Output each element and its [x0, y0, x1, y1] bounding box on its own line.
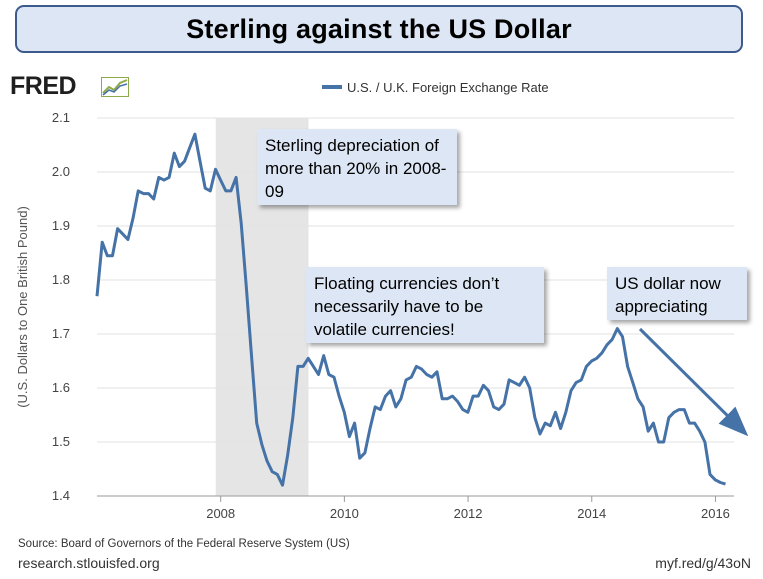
x-tick-label: 2016 — [701, 506, 730, 521]
legend: U.S. / U.K. Foreign Exchange Rate — [322, 80, 549, 95]
source-note: Source: Board of Governors of the Federa… — [18, 538, 350, 550]
title-banner: Sterling against the US Dollar — [15, 5, 743, 53]
x-tick-label: 2012 — [454, 506, 483, 521]
x-tick-label: 2008 — [206, 506, 235, 521]
y-tick-label: 1.7 — [52, 326, 70, 341]
y-tick-label: 1.5 — [52, 434, 70, 449]
x-axis-ticks: 2008 2010 2012 2014 2016 — [206, 496, 730, 521]
appreciating-callout: US dollar now appreciating — [607, 267, 747, 320]
y-tick-label: 2.1 — [52, 110, 70, 125]
fred-logo: FRED — [10, 72, 77, 100]
y-tick-label: 1.6 — [52, 380, 70, 395]
series-line — [95, 132, 726, 487]
x-tick-label: 2014 — [577, 506, 606, 521]
depreciation-callout: Sterling depreciation of more than 20% i… — [257, 129, 457, 205]
legend-label: U.S. / U.K. Foreign Exchange Rate — [347, 80, 549, 95]
x-tick-label: 2010 — [330, 506, 359, 521]
short-link[interactable]: myf.red/g/43oN — [655, 555, 751, 571]
y-axis-ticks: 1.4 1.5 1.6 1.7 1.8 1.9 2.0 2.1 — [52, 110, 70, 503]
appreciation-arrow — [638, 327, 749, 437]
trend-line-icon — [101, 77, 129, 97]
floating-callout: Floating currencies don’t necessarily ha… — [306, 267, 544, 343]
page-title: Sterling against the US Dollar — [186, 13, 572, 44]
y-axis-label: (U.S. Dollars to One British Pound) — [15, 206, 30, 408]
y-tick-label: 1.8 — [52, 272, 70, 287]
y-tick-label: 1.4 — [52, 488, 70, 503]
site-link[interactable]: research.stlouisfed.org — [18, 555, 160, 571]
y-tick-label: 2.0 — [52, 164, 70, 179]
y-tick-label: 1.9 — [52, 218, 70, 233]
